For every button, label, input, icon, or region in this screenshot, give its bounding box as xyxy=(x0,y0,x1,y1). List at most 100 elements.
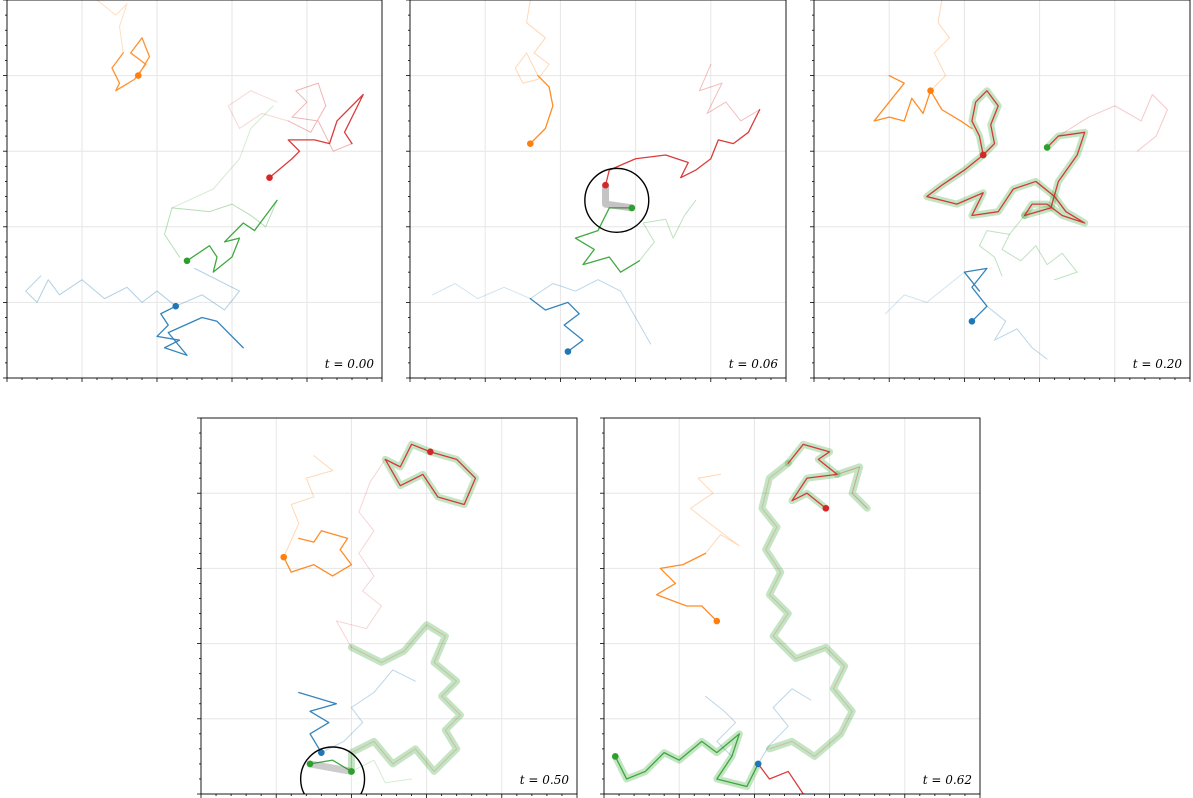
trajectory-blue xyxy=(25,275,177,307)
trajectory-orange xyxy=(930,0,950,92)
agent-marker-green xyxy=(306,760,314,768)
trajectory-gray xyxy=(306,760,355,775)
collision-ring xyxy=(584,167,650,234)
trajectory-blue xyxy=(986,305,1048,360)
axes-frame xyxy=(6,0,383,379)
axis-ticks xyxy=(406,0,787,382)
trajectory-orange xyxy=(283,530,353,577)
trajectories xyxy=(873,0,1168,360)
agent-marker-red xyxy=(822,504,830,512)
trajectory-green xyxy=(164,199,278,258)
trajectory-blue xyxy=(884,271,965,315)
trajectory-blue xyxy=(298,691,338,754)
agent-marker-red xyxy=(979,151,987,159)
agent-marker-orange xyxy=(713,617,721,625)
trajectory-green xyxy=(171,105,274,209)
trajectories xyxy=(432,0,761,355)
trajectory-red xyxy=(787,443,838,509)
trajectory-red xyxy=(836,466,868,509)
trajectory-orange xyxy=(283,455,334,558)
axis-ticks xyxy=(3,0,383,382)
trajectory-red xyxy=(335,458,386,648)
trajectory-green xyxy=(350,759,413,784)
trajectories xyxy=(25,0,364,356)
trajectory-red xyxy=(268,93,364,179)
trajectory-red xyxy=(1023,131,1086,217)
trajectory-blue xyxy=(432,283,531,300)
agent-marker-orange xyxy=(280,553,288,561)
trajectory-green xyxy=(1001,214,1078,281)
axes-frame xyxy=(603,417,981,795)
agent-marker-green xyxy=(611,753,619,760)
trajectory-orange xyxy=(873,74,932,122)
trajectory-orange xyxy=(689,473,740,554)
trajectory-green xyxy=(638,199,697,262)
trajectory-green xyxy=(574,207,641,273)
grid xyxy=(7,0,382,378)
panel-2: t = 0.06 xyxy=(406,0,787,382)
trajectory-red xyxy=(926,154,1086,224)
highlight-halo xyxy=(347,621,464,775)
time-label: t = 0.62 xyxy=(923,773,972,787)
agent-marker-green xyxy=(1043,144,1051,151)
trajectory-orange xyxy=(96,0,128,54)
trajectory-blue xyxy=(156,305,244,356)
trajectory-blue xyxy=(705,695,737,757)
agent-marker-blue xyxy=(172,302,180,310)
trajectory-gray xyxy=(602,181,636,212)
grid xyxy=(410,0,786,378)
trajectory-blue xyxy=(529,279,652,345)
time-label: t = 0.50 xyxy=(520,773,570,787)
trajectory-green xyxy=(614,733,759,788)
axis-ticks xyxy=(197,417,578,798)
axes-frame xyxy=(409,0,787,379)
trajectory-red xyxy=(699,63,761,122)
trajectory-orange xyxy=(111,37,151,92)
axis-ticks xyxy=(810,0,1191,382)
trajectories xyxy=(280,440,479,794)
plot-area xyxy=(410,0,786,378)
trajectory-red xyxy=(384,443,477,506)
agent-marker-green xyxy=(348,768,355,775)
plot-area xyxy=(201,418,577,794)
agent-marker-blue xyxy=(318,749,325,756)
plot-area xyxy=(7,0,382,378)
trajectory-orange xyxy=(529,74,554,145)
time-label: t = 0.20 xyxy=(1133,357,1183,371)
grid xyxy=(201,418,577,794)
collision-ring xyxy=(299,746,366,794)
grid xyxy=(604,418,980,794)
trajectory-blue xyxy=(757,688,812,765)
trajectory-orange xyxy=(655,552,718,622)
axes-frame xyxy=(813,0,1191,379)
trajectory-red xyxy=(350,624,461,772)
plot-area xyxy=(814,0,1190,378)
highlight-halo xyxy=(758,459,856,760)
axis-ticks xyxy=(600,417,981,798)
trajectory-blue xyxy=(963,267,988,322)
trajectory-red xyxy=(757,763,804,794)
agent-marker-red xyxy=(427,448,434,456)
time-label: t = 0.00 xyxy=(325,357,375,371)
trajectory-red xyxy=(971,90,999,156)
trajectory-green xyxy=(186,199,278,273)
trajectory-orange xyxy=(929,90,973,130)
trajectory-red xyxy=(1057,94,1168,152)
agent-marker-blue xyxy=(754,760,762,768)
agent-marker-green xyxy=(628,204,636,212)
trajectory-red xyxy=(761,462,853,757)
plot-area xyxy=(604,418,980,794)
panel-5: t = 0.62 xyxy=(600,417,981,798)
trajectory-orange xyxy=(514,0,550,84)
panel-4: t = 0.50 xyxy=(197,417,578,798)
time-label: t = 0.06 xyxy=(729,357,779,371)
agent-marker-green xyxy=(183,257,191,265)
agent-marker-orange xyxy=(134,72,142,79)
trajectory-green xyxy=(309,759,353,773)
panel-3: t = 0.20 xyxy=(810,0,1191,382)
agent-marker-orange xyxy=(527,140,534,147)
agent-marker-red xyxy=(266,174,273,181)
trajectory-blue xyxy=(320,669,416,754)
grid xyxy=(814,0,1190,378)
